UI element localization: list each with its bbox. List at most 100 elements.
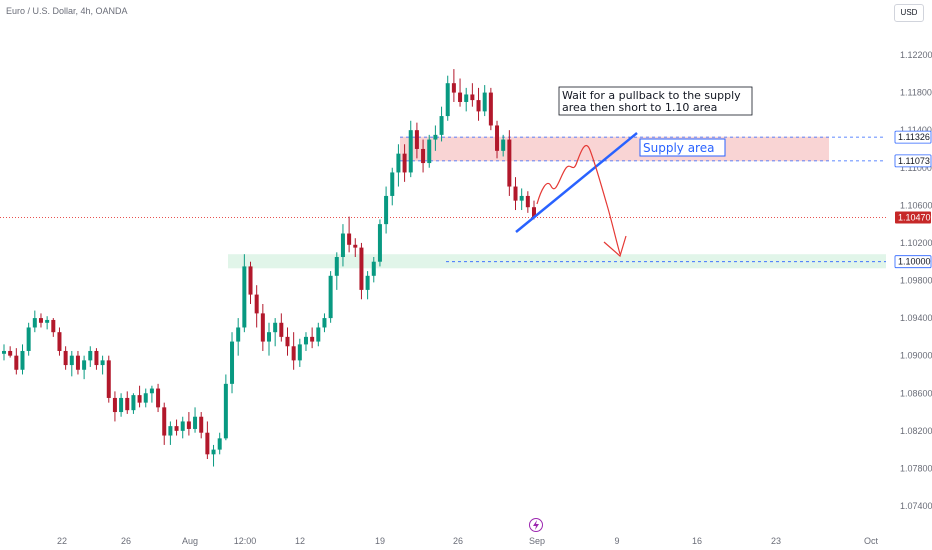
candle xyxy=(125,391,130,414)
candle-body xyxy=(236,327,241,342)
candle-body xyxy=(501,139,506,151)
y-tick-label: 1.11800 xyxy=(900,88,932,98)
candle xyxy=(149,385,154,403)
candle-body xyxy=(199,416,204,433)
candle xyxy=(519,188,524,211)
candle-body xyxy=(340,233,345,258)
annotation-box xyxy=(558,86,753,116)
candle-body xyxy=(267,332,271,342)
candle-body xyxy=(69,355,74,366)
projected-path[interactable] xyxy=(536,145,621,255)
candle-body xyxy=(223,383,228,439)
candle-body xyxy=(297,344,302,361)
price-tag-bg xyxy=(894,130,932,144)
trendline[interactable] xyxy=(515,132,638,233)
candle-body xyxy=(162,407,167,436)
candle-body xyxy=(273,322,278,333)
candle xyxy=(112,391,117,422)
candle-body xyxy=(254,294,259,314)
candle xyxy=(180,416,185,439)
candle-body xyxy=(94,350,99,366)
candle-body xyxy=(168,426,173,436)
x-axis: 22 26 Aug 12:00 12 19 26 Sep 9 16 23 Oct xyxy=(57,518,878,546)
candle xyxy=(433,125,438,151)
candle xyxy=(8,346,13,358)
candle xyxy=(51,318,56,337)
candle xyxy=(211,444,216,467)
currency-button[interactable]: USD xyxy=(894,4,924,22)
candle-body xyxy=(359,247,364,290)
projection-arrowhead[interactable] xyxy=(603,235,627,258)
candle-body xyxy=(390,172,395,196)
y-tick-label: 1.09800 xyxy=(900,276,932,286)
symbol-title: Euro / U.S. Dollar, 4h, OANDA xyxy=(6,6,128,16)
candle-body xyxy=(414,130,419,149)
x-tick-label: 19 xyxy=(375,536,385,546)
x-tick-label: Aug xyxy=(182,536,198,546)
candle-body xyxy=(322,318,327,328)
candle-body xyxy=(8,350,13,356)
candle xyxy=(26,322,31,356)
candle xyxy=(57,327,62,356)
candle-body xyxy=(45,319,50,323)
candle xyxy=(377,219,382,267)
candle-body xyxy=(100,360,105,366)
candle-body xyxy=(248,266,253,295)
candle xyxy=(501,134,506,157)
candle-body xyxy=(106,360,111,398)
candle xyxy=(390,167,395,206)
candle xyxy=(14,348,19,375)
y-tick-label: 1.12200 xyxy=(900,50,932,60)
candle-body xyxy=(137,395,142,403)
price-lines xyxy=(0,136,886,263)
candle xyxy=(384,186,389,234)
candle-body xyxy=(353,244,358,248)
candle xyxy=(402,144,407,182)
price-tag-label: 1.11326 xyxy=(898,132,930,142)
candle xyxy=(347,216,352,253)
x-tick-label: 12 xyxy=(295,536,305,546)
candle-body xyxy=(402,153,407,173)
candle xyxy=(131,393,136,414)
candle-body xyxy=(507,139,512,187)
price-tag-label: 1.10000 xyxy=(898,257,931,267)
x-tick-label: 26 xyxy=(453,536,463,546)
candle xyxy=(20,344,25,375)
price-tag: 1.11326 xyxy=(894,130,932,144)
candle xyxy=(525,191,530,213)
candle xyxy=(63,346,68,370)
candle-body xyxy=(230,341,235,384)
candle-body xyxy=(88,350,93,361)
candle xyxy=(254,285,259,328)
candle xyxy=(236,318,241,356)
candle-body xyxy=(488,92,493,126)
annotation-line-2: area then short to 1.10 area xyxy=(562,101,717,114)
candle xyxy=(353,238,358,258)
y-tick-label: 1.10200 xyxy=(900,238,932,248)
candle-body xyxy=(445,83,450,117)
supply-area-label[interactable]: Supply area xyxy=(639,138,726,157)
candle xyxy=(458,78,463,107)
price-tag-bg xyxy=(894,154,932,168)
candle xyxy=(359,242,364,300)
candle xyxy=(291,332,296,370)
candle xyxy=(69,350,74,377)
candle xyxy=(488,87,493,131)
candle xyxy=(334,252,339,290)
candle-body xyxy=(427,139,432,164)
candle xyxy=(32,310,37,333)
y-tick-label: 1.09000 xyxy=(900,351,932,361)
x-tick-label: 12:00 xyxy=(234,536,257,546)
candle-body xyxy=(451,83,456,93)
candle-body xyxy=(149,388,154,394)
demand-zone xyxy=(228,254,886,269)
zones xyxy=(228,136,886,269)
event-flash-icon[interactable] xyxy=(529,518,543,532)
candle xyxy=(2,344,6,361)
candle-body xyxy=(310,336,315,342)
candle-body xyxy=(2,350,6,354)
candle xyxy=(143,388,148,408)
